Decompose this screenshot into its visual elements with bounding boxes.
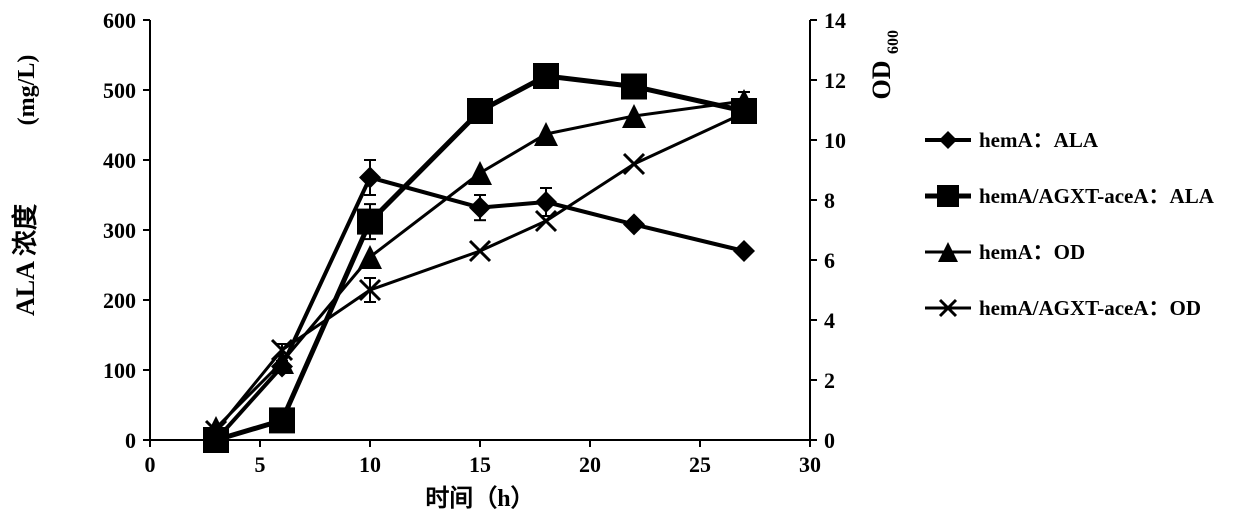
diamond-marker — [359, 167, 381, 189]
y-left-axis-label-2: (mg/L) — [14, 55, 40, 126]
y-right-axis-label: OD — [867, 61, 896, 100]
triangle-marker — [358, 245, 382, 269]
line-chart-svg: 0510152025300100200300400500600024681012… — [0, 0, 1240, 514]
x-axis-label: 时间（h） — [425, 485, 534, 512]
y-right-tick-label: 8 — [824, 188, 835, 213]
y-right-tick-label: 12 — [824, 68, 846, 93]
legend-label-hemA_OD: hemA：OD — [979, 240, 1085, 264]
square-marker — [621, 74, 647, 100]
y-right-tick-label: 2 — [824, 368, 835, 393]
legend-label-hemA_AGXT_aceA_ALA: hemA/AGXT-aceA：ALA — [979, 184, 1215, 208]
x-tick-label: 30 — [799, 452, 821, 477]
diamond-marker — [535, 191, 557, 213]
y-left-tick-label: 400 — [103, 148, 136, 173]
x-tick-label: 10 — [359, 452, 381, 477]
y-left-tick-label: 100 — [103, 358, 136, 383]
diamond-marker — [733, 240, 755, 262]
x-marker — [624, 154, 644, 174]
x-tick-label: 15 — [469, 452, 491, 477]
diamond-marker — [623, 213, 645, 235]
x-tick-label: 5 — [255, 452, 266, 477]
square-marker — [269, 407, 295, 433]
y-left-tick-label: 200 — [103, 288, 136, 313]
chart-stage: 0510152025300100200300400500600024681012… — [0, 0, 1240, 514]
series-line-hemA_AGXT_aceA_OD — [216, 113, 744, 431]
x-tick-label: 20 — [579, 452, 601, 477]
x-tick-label: 25 — [689, 452, 711, 477]
y-right-tick-label: 14 — [824, 8, 846, 33]
y-left-tick-label: 300 — [103, 218, 136, 243]
legend-label-hemA_ALA: hemA：ALA — [979, 128, 1099, 152]
square-marker — [533, 63, 559, 89]
legend-label-hemA_AGXT_aceA_OD: hemA/AGXT-aceA：OD — [979, 296, 1201, 320]
triangle-marker — [468, 161, 492, 185]
square-marker — [937, 185, 959, 207]
diamond-marker — [469, 197, 491, 219]
x-marker — [470, 241, 490, 261]
y-left-axis-label-1: ALA 浓度 — [10, 204, 40, 316]
y-right-tick-label: 4 — [824, 308, 835, 333]
y-left-tick-label: 500 — [103, 78, 136, 103]
y-right-tick-label: 6 — [824, 248, 835, 273]
series-line-hemA_AGXT_aceA_ALA — [216, 76, 744, 440]
diamond-marker — [939, 131, 957, 149]
y-right-tick-label: 0 — [824, 428, 835, 453]
square-marker — [357, 209, 383, 235]
y-right-axis-label-sub: 600 — [885, 30, 902, 54]
y-left-tick-label: 0 — [125, 428, 136, 453]
y-left-tick-label: 600 — [103, 8, 136, 33]
y-right-tick-label: 10 — [824, 128, 846, 153]
triangle-marker — [534, 122, 558, 146]
square-marker — [467, 98, 493, 124]
x-tick-label: 0 — [145, 452, 156, 477]
